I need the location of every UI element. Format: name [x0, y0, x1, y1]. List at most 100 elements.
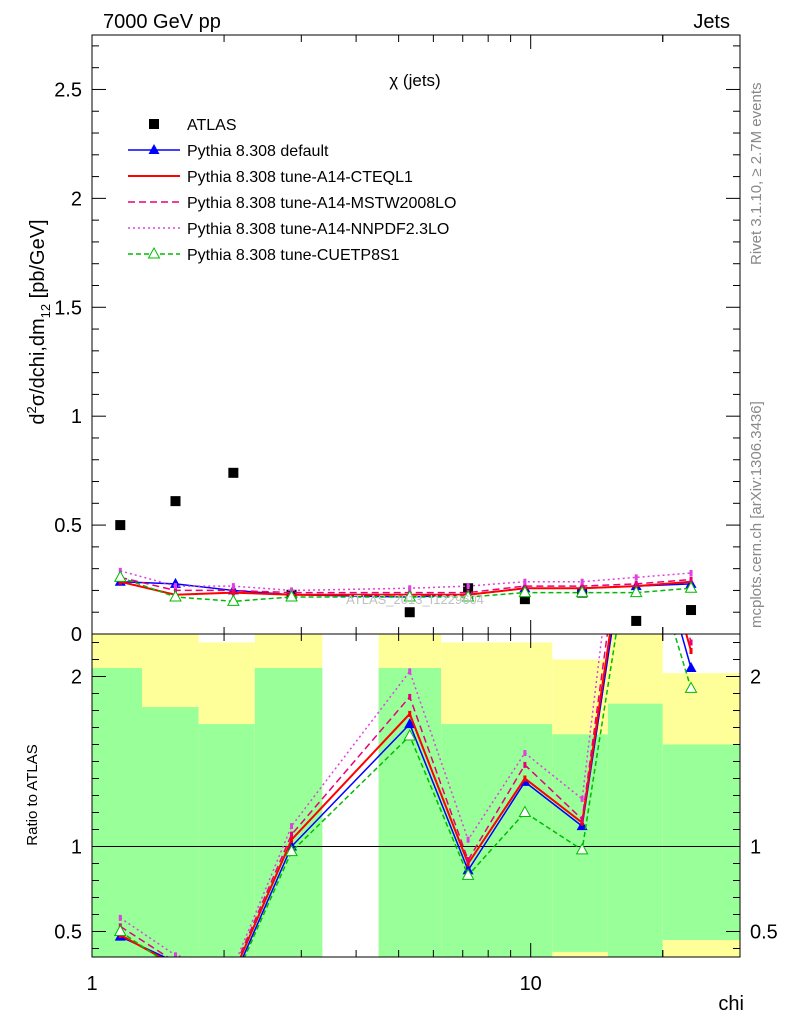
ratio-point-pythia-8-308-tune-a14-cteql1 [232, 971, 235, 977]
ratio-point-pythia-8-308-tune-a14-nnpdf2-3lo [580, 795, 584, 802]
rivet-version-label: Rivet 3.1.10, ≥ 2.7M events [748, 83, 765, 266]
data-point-atlas [519, 594, 530, 605]
ratio-point-pythia-8-308-tune-a14-mstw2008lo [174, 959, 177, 965]
ratio-y-axis-label: Ratio to ATLAS [24, 744, 41, 845]
data-point-pythia-8-308-tune-a14-nnpdf2-3lo [466, 583, 470, 590]
data-point-pythia-8-308-tune-cuetp8s1 [684, 581, 698, 593]
data-point-pythia-8-308-tune-cuetp8s1 [575, 585, 589, 598]
ratio-plot-panel: 1 10 0.5 0.5 1 1 2 2 Ratio to ATLAS chi [24, 351, 778, 1015]
data-point-pythia-8-308-tune-cuetp8s1 [113, 570, 127, 582]
ratio-point-pythia-8-308-tune-cuetp8s1 [631, 501, 642, 511]
data-point-pythia-8-308-tune-a14-nnpdf2-3lo [523, 578, 527, 585]
ratio-line-pythia-8-308-tune-a14-cteql1 [119, 634, 692, 957]
ratio-point-pythia-8-308-tune-a14-cteql1 [466, 860, 470, 867]
inner-uncertainty-band [497, 724, 553, 957]
data-point-pythia-8-308-tune-cuetp8s1 [227, 594, 240, 606]
ratio-y-tick-label: 0.5 [54, 922, 82, 944]
legend-label-pythia-8-308-tune-a14-mstw2008lo: Pythia 8.308 tune-A14-MSTW2008LO [187, 195, 456, 212]
main-y-tick-label: 2 [71, 188, 82, 210]
ratio-point-pythia-8-308-tune-cuetp8s1 [575, 842, 589, 855]
legend-label-pythia-8-308-default: Pythia 8.308 default [187, 143, 329, 160]
ratio-line-pythia-8-308-tune-a14-mstw2008lo [119, 634, 692, 957]
ratio-point-pythia-8-308-default [685, 662, 697, 672]
x-tick-label: 10 [520, 973, 542, 995]
main-y-tick-label: 0.5 [54, 515, 82, 537]
ratio-point-pythia-8-308-tune-cuetp8s1 [113, 924, 127, 936]
legend-label-pythia-8-308-tune-a14-cteql1: Pythia 8.308 tune-A14-CTEQL1 [187, 169, 413, 186]
ratio-point-pythia-8-308-tune-a14-nnpdf2-3lo [290, 823, 294, 830]
ratio-point-pythia-8-308-tune-cuetp8s1 [461, 868, 475, 880]
ratio-point-pythia-8-308-tune-cuetp8s1 [285, 844, 298, 857]
ratio-point-pythia-8-308-tune-a14-mstw2008lo [408, 693, 412, 700]
data-point-pythia-8-308-tune-a14-mstw2008lo [634, 580, 638, 587]
ratio-y-tick-label: 1 [71, 837, 82, 859]
y-axis-label: d2σ/dchi,dm12 [pb/GeV] [24, 219, 53, 424]
ratio-point-pythia-8-308-tune-a14-cteql1 [290, 836, 294, 843]
inner-uncertainty-band [552, 734, 608, 952]
series-line-pythia-8-308-tune-cuetp8s1 [120, 576, 692, 603]
ratio-point-pythia-8-308-tune-a14-cteql1 [689, 648, 693, 654]
inner-uncertainty-band [198, 724, 255, 957]
x-axis-label: chi [718, 993, 744, 1015]
data-point-pythia-8-308-tune-cuetp8s1 [518, 585, 532, 598]
ratio-uncertainty-bands [92, 634, 740, 957]
ratio-point-pythia-8-308-tune-a14-mstw2008lo [635, 419, 638, 425]
legend-label-atlas: ATLAS [187, 117, 237, 134]
data-point-atlas [686, 605, 697, 616]
ratio-y-tick-label: 2 [71, 667, 82, 689]
ratio-point-pythia-8-308-tune-a14-mstw2008lo [580, 816, 584, 823]
ratio-point-pythia-8-308-tune-a14-cteql1 [408, 710, 412, 717]
data-point-atlas [170, 496, 181, 507]
series-line-pythia-8-308-tune-a14-cteql1 [120, 580, 692, 596]
ratio-point-pythia-8-308-default [631, 467, 642, 477]
legend: ATLAS Pythia 8.308 default Pythia 8.308 tu… [128, 117, 456, 264]
ratio-point-pythia-8-308-tune-cuetp8s1 [170, 963, 181, 973]
data-point-pythia-8-308-tune-a14-nnpdf2-3lo [231, 583, 235, 590]
legend-marker-pythia-8-308-tune-cuetp8s1 [147, 246, 161, 259]
plot-title: χ (jets) [389, 71, 440, 90]
ratio-plot-series [113, 351, 698, 983]
ratio-point-pythia-8-308-default [228, 973, 239, 983]
legend-marker-pythia-8-308-default [148, 144, 160, 154]
ratio-point-pythia-8-308-tune-cuetp8s1 [403, 728, 417, 741]
ratio-y-tick-label-right: 0.5 [750, 922, 778, 944]
ratio-point-pythia-8-308-tune-cuetp8s1 [518, 805, 532, 817]
ratio-point-pythia-8-308-tune-a14-nnpdf2-3lo [466, 836, 470, 843]
data-point-pythia-8-308-tune-cuetp8s1 [629, 585, 643, 598]
data-point-pythia-8-308-tune-a14-mstw2008lo [689, 576, 693, 583]
legend-marker-atlas [149, 119, 159, 129]
mcplots-label: mcplots.cern.ch [arXiv:1306.3436] [748, 401, 765, 628]
main-plot-series [113, 467, 698, 626]
ratio-y-tick-label-right: 1 [750, 837, 761, 859]
data-point-pythia-8-308-tune-a14-nnpdf2-3lo [408, 585, 412, 592]
header-energy-label: 7000 GeV pp [103, 11, 221, 33]
data-point-pythia-8-308-tune-a14-nnpdf2-3lo [634, 574, 638, 581]
watermark-label: ATLAS_2013_I1229604 [346, 592, 484, 607]
ratio-point-pythia-8-308-tune-a14-cteql1 [580, 819, 584, 826]
series-line-pythia-8-308-tune-a14-nnpdf2-3lo [120, 570, 692, 592]
ratio-point-pythia-8-308-tune-a14-nnpdf2-3lo [173, 952, 177, 957]
data-point-pythia-8-308-tune-a14-mstw2008lo [231, 587, 235, 594]
data-point-atlas [228, 467, 239, 478]
legend-label-pythia-8-308-tune-a14-nnpdf2-3lo: Pythia 8.308 tune-A14-NNPDF2.3LO [187, 221, 449, 238]
ratio-y-tick-label-right: 2 [750, 667, 761, 689]
data-point-pythia-8-308-tune-a14-nnpdf2-3lo [173, 583, 177, 590]
data-point-pythia-8-308-tune-cuetp8s1 [285, 589, 298, 602]
inner-uncertainty-band [254, 668, 323, 957]
x-tick-label: 1 [86, 973, 97, 995]
ratio-plot-axes: 1 10 0.5 0.5 1 1 2 2 [54, 634, 778, 995]
data-point-atlas [631, 615, 642, 626]
main-y-tick-label: 1 [71, 406, 82, 428]
ratio-point-pythia-8-308-tune-a14-mstw2008lo [232, 968, 235, 974]
header-jets-label: Jets [693, 11, 730, 33]
data-point-pythia-8-308-tune-a14-nnpdf2-3lo [580, 578, 584, 585]
ratio-point-pythia-8-308-tune-a14-cteql1 [174, 963, 177, 969]
data-point-atlas [404, 607, 415, 618]
ratio-point-pythia-8-308-tune-a14-nnpdf2-3lo [635, 351, 638, 357]
ratio-point-pythia-8-308-tune-a14-nnpdf2-3lo [690, 597, 693, 603]
data-point-pythia-8-308-tune-cuetp8s1 [403, 589, 417, 602]
main-plot-axes: 0 0.5 1 1.5 2 2.5 [54, 35, 741, 646]
ratio-point-pythia-8-308-tune-a14-mstw2008lo [466, 857, 470, 864]
inner-uncertainty-band [141, 707, 199, 957]
